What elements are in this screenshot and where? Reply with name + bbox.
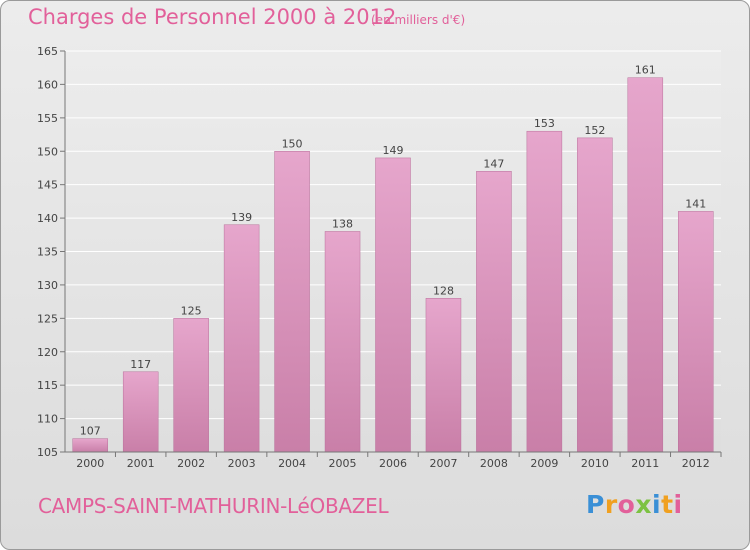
bar-2007 (425, 298, 462, 453)
x-tick-label-2012: 2012 (682, 457, 710, 470)
x-tick-label-2009: 2009 (530, 457, 558, 470)
x-tick-label-2010: 2010 (581, 457, 609, 470)
value-label-2000: 107 (80, 425, 101, 438)
y-tick-label: 155 (37, 112, 58, 125)
bars-layer (72, 77, 714, 453)
value-label-2003: 139 (231, 211, 252, 224)
x-tick-label-2004: 2004 (278, 457, 306, 470)
logo-letter: i (652, 490, 662, 519)
y-tick-label: 140 (37, 212, 58, 225)
y-tick-label: 110 (37, 413, 58, 426)
x-tick-label-2011: 2011 (631, 457, 659, 470)
logo-letter: i (673, 490, 683, 519)
bar-2003 (223, 224, 260, 453)
y-tick-label: 165 (37, 45, 58, 58)
y-tick-label: 115 (37, 379, 58, 392)
x-tick-label-2002: 2002 (177, 457, 205, 470)
x-tick-label-2007: 2007 (429, 457, 457, 470)
labels-layer: 2000 107 2001 117 2002 125 2003 139 2004 150 2005 1… (76, 64, 710, 470)
x-tick-label-2006: 2006 (379, 457, 407, 470)
value-label-2007: 128 (433, 284, 454, 297)
value-label-2010: 152 (584, 124, 605, 137)
bar-2006 (375, 157, 411, 453)
logo-letter: t (661, 490, 674, 519)
value-label-2008: 147 (483, 157, 504, 170)
commune-name: CAMPS-SAINT-MATHURIN-LéOBAZEL (38, 494, 389, 518)
logo-letter: P (586, 490, 605, 519)
x-tick-label-2001: 2001 (127, 457, 155, 470)
chart-title: Charges de Personnel 2000 à 2012 (28, 5, 397, 29)
bar-2010 (577, 137, 613, 453)
value-label-2004: 150 (282, 137, 303, 150)
value-label-2009: 153 (534, 117, 555, 130)
axis-layer: 105 110 115 120 125 130 135 140 145 150 155 160 165 (37, 45, 722, 459)
value-label-2005: 138 (332, 217, 353, 230)
y-tick-label: 160 (37, 78, 58, 91)
y-tick-label: 125 (37, 312, 58, 325)
chart-subtitle: (en milliers d'€) (371, 13, 466, 27)
logo-letter: o (617, 490, 636, 519)
y-tick-label: 105 (37, 446, 58, 459)
y-tick-label: 145 (37, 179, 58, 192)
x-tick-label-2008: 2008 (480, 457, 508, 470)
bar-2000 (72, 438, 108, 453)
value-label-2006: 149 (383, 144, 404, 157)
proxiti-logo: Proxiti (586, 490, 683, 519)
y-tick-label: 135 (37, 246, 58, 259)
value-label-2012: 141 (685, 197, 706, 210)
bar-2004 (274, 151, 310, 453)
bar-2005 (324, 231, 361, 453)
value-label-2011: 161 (635, 64, 656, 77)
x-tick-label-2000: 2000 (76, 457, 104, 470)
value-label-2002: 125 (181, 304, 202, 317)
x-tick-label-2003: 2003 (228, 457, 256, 470)
y-tick-label: 120 (37, 346, 58, 359)
y-tick-label: 150 (37, 145, 58, 158)
value-label-2001: 117 (130, 358, 151, 371)
bar-2002 (173, 318, 209, 453)
logo-letter: x (635, 490, 652, 519)
bar-2012 (678, 211, 714, 453)
logo-letter: r (604, 490, 618, 519)
x-tick-label-2005: 2005 (329, 457, 357, 470)
bar-2008 (476, 171, 512, 453)
bar-2001 (122, 371, 159, 453)
y-tick-label: 130 (37, 279, 58, 292)
bar-2011 (627, 77, 664, 453)
bar-2009 (526, 130, 563, 453)
